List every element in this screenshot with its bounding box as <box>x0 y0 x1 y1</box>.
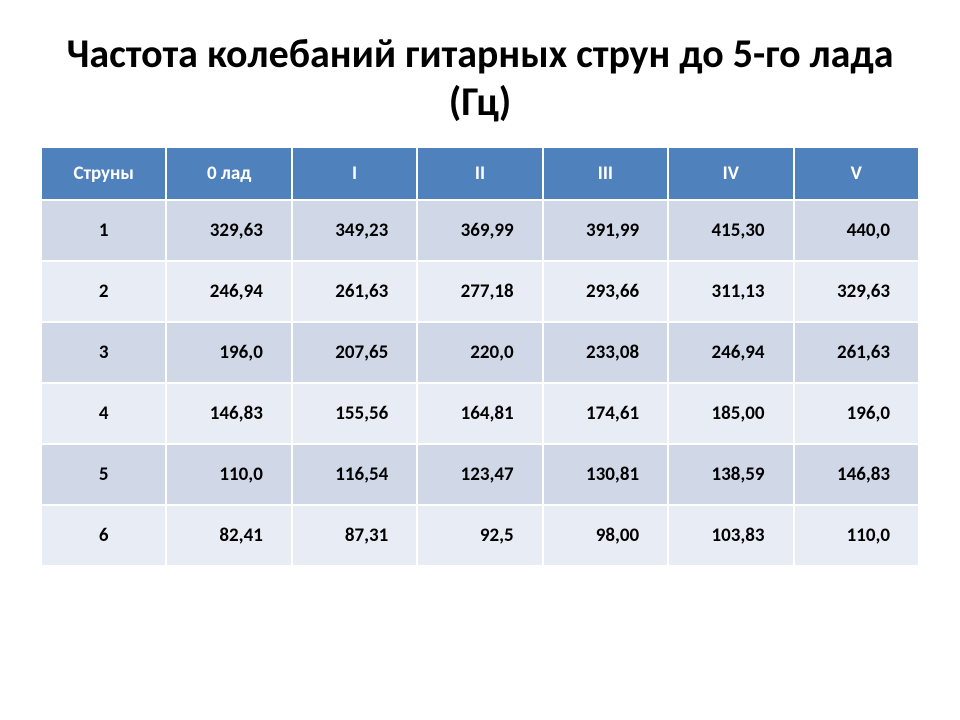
cell-value: 103,83 <box>668 505 793 566</box>
col-header: II <box>417 147 542 200</box>
cell-value: 233,08 <box>543 322 668 383</box>
col-header: IV <box>668 147 793 200</box>
cell-value: 207,65 <box>292 322 417 383</box>
row-label: 4 <box>41 383 166 444</box>
cell-value: 82,41 <box>166 505 291 566</box>
cell-value: 116,54 <box>292 444 417 505</box>
cell-value: 391,99 <box>543 200 668 261</box>
cell-value: 415,30 <box>668 200 793 261</box>
cell-value: 87,31 <box>292 505 417 566</box>
cell-value: 196,0 <box>166 322 291 383</box>
frequency-table: Струны 0 лад I II III IV V 1 329,63 349,… <box>40 146 920 567</box>
cell-value: 261,63 <box>292 261 417 322</box>
table-row: 3 196,0 207,65 220,0 233,08 246,94 261,6… <box>41 322 919 383</box>
col-header: I <box>292 147 417 200</box>
cell-value: 98,00 <box>543 505 668 566</box>
cell-value: 185,00 <box>668 383 793 444</box>
cell-value: 110,0 <box>166 444 291 505</box>
cell-value: 130,81 <box>543 444 668 505</box>
col-header: V <box>794 147 919 200</box>
row-label: 5 <box>41 444 166 505</box>
table-row: 5 110,0 116,54 123,47 130,81 138,59 146,… <box>41 444 919 505</box>
cell-value: 277,18 <box>417 261 542 322</box>
cell-value: 110,0 <box>794 505 919 566</box>
cell-value: 329,63 <box>794 261 919 322</box>
table-row: 1 329,63 349,23 369,99 391,99 415,30 440… <box>41 200 919 261</box>
cell-value: 349,23 <box>292 200 417 261</box>
cell-value: 146,83 <box>794 444 919 505</box>
cell-value: 92,5 <box>417 505 542 566</box>
table-row: 6 82,41 87,31 92,5 98,00 103,83 110,0 <box>41 505 919 566</box>
col-header: III <box>543 147 668 200</box>
cell-value: 261,63 <box>794 322 919 383</box>
cell-value: 146,83 <box>166 383 291 444</box>
table-header-row: Струны 0 лад I II III IV V <box>41 147 919 200</box>
cell-value: 440,0 <box>794 200 919 261</box>
cell-value: 138,59 <box>668 444 793 505</box>
cell-value: 155,56 <box>292 383 417 444</box>
cell-value: 311,13 <box>668 261 793 322</box>
row-label: 3 <box>41 322 166 383</box>
row-label: 1 <box>41 200 166 261</box>
cell-value: 174,61 <box>543 383 668 444</box>
cell-value: 329,63 <box>166 200 291 261</box>
cell-value: 196,0 <box>794 383 919 444</box>
cell-value: 246,94 <box>166 261 291 322</box>
col-header: 0 лад <box>166 147 291 200</box>
cell-value: 220,0 <box>417 322 542 383</box>
cell-value: 246,94 <box>668 322 793 383</box>
page-title: Частота колебаний гитарных струн до 5-го… <box>40 30 920 126</box>
cell-value: 369,99 <box>417 200 542 261</box>
table-row: 4 146,83 155,56 164,81 174,61 185,00 196… <box>41 383 919 444</box>
row-label: 6 <box>41 505 166 566</box>
table-row: 2 246,94 261,63 277,18 293,66 311,13 329… <box>41 261 919 322</box>
cell-value: 164,81 <box>417 383 542 444</box>
row-label: 2 <box>41 261 166 322</box>
cell-value: 123,47 <box>417 444 542 505</box>
cell-value: 293,66 <box>543 261 668 322</box>
col-header: Струны <box>41 147 166 200</box>
